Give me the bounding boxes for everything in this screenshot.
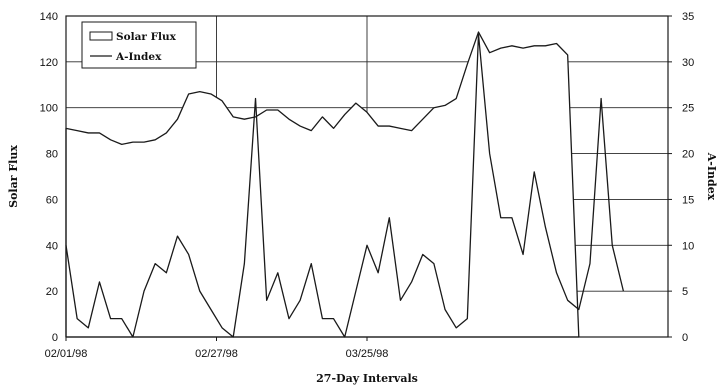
- axis-ticks: 0 20 40 60 80 100 120 140 0 5 10 15 20 25 30 35 02/01/98…: [40, 11, 695, 360]
- solar-flux-series: [65, 31, 580, 338]
- legend-box: [81, 21, 197, 69]
- y-tick-label: 40: [46, 240, 58, 252]
- y-axis-title: Solar Flux: [7, 145, 20, 208]
- legend-label-solar-flux: Solar Flux: [116, 31, 177, 43]
- y-tick-label: 140: [40, 11, 58, 23]
- x-tick-label: 02/27/98: [195, 348, 238, 360]
- y-tick-label: 0: [52, 332, 58, 344]
- y-tick-label: 100: [40, 103, 58, 115]
- y2-tick-label: 0: [682, 332, 688, 344]
- y2-tick-label: 30: [682, 57, 694, 69]
- y2-tick-label: 5: [682, 286, 688, 298]
- y2-tick-label: 25: [682, 103, 694, 115]
- legend-label-a-index: A-Index: [115, 51, 162, 63]
- x-tick-label: 02/01/98: [45, 348, 88, 360]
- y-tick-label: 20: [46, 286, 58, 298]
- solar-flux-layer: [65, 31, 580, 338]
- y-tick-label: 80: [46, 149, 58, 161]
- y2-tick-label: 15: [682, 194, 694, 206]
- x-tick-label: 03/25/98: [346, 348, 389, 360]
- y2-axis-title: A-Index: [705, 152, 718, 201]
- y2-tick-label: 10: [682, 240, 694, 252]
- y2-tick-label: 20: [682, 149, 694, 161]
- legend: Solar Flux A-Index: [81, 21, 197, 69]
- x-axis-title: 27-Day Intervals: [316, 372, 418, 385]
- y2-tick-label: 35: [682, 11, 694, 23]
- y-tick-label: 60: [46, 194, 58, 206]
- legend-swatch-solar-flux: [89, 31, 113, 41]
- y-tick-label: 120: [40, 57, 58, 69]
